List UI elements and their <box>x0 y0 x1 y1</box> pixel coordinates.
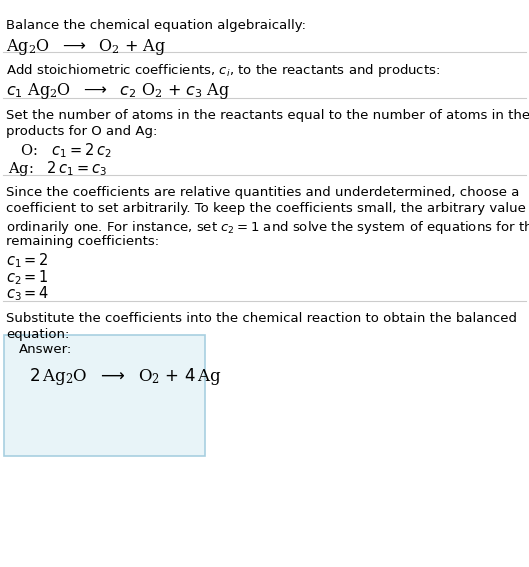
Text: $\mathit{c}_2 = 1$: $\mathit{c}_2 = 1$ <box>6 268 49 287</box>
Text: equation:: equation: <box>6 328 70 341</box>
Text: $2\,\mathregular{Ag_2O}$  $\longrightarrow$  $\mathregular{O_2}$ $+$ $4\,\mathre: $2\,\mathregular{Ag_2O}$ $\longrightarro… <box>29 366 222 387</box>
Text: Add stoichiometric coefficients, $\mathit{c}_i$, to the reactants and products:: Add stoichiometric coefficients, $\mathi… <box>6 62 441 79</box>
Text: Set the number of atoms in the reactants equal to the number of atoms in the: Set the number of atoms in the reactants… <box>6 109 529 122</box>
Text: Balance the chemical equation algebraically:: Balance the chemical equation algebraica… <box>6 19 306 32</box>
Text: coefficient to set arbitrarily. To keep the coefficients small, the arbitrary va: coefficient to set arbitrarily. To keep … <box>6 202 529 215</box>
Text: Since the coefficients are relative quantities and underdetermined, choose a: Since the coefficients are relative quan… <box>6 186 519 199</box>
FancyBboxPatch shape <box>4 335 205 456</box>
Text: Ag:   $2\,\mathit{c}_1 = \mathit{c}_3$: Ag: $2\,\mathit{c}_1 = \mathit{c}_3$ <box>8 159 108 178</box>
Text: $\mathit{c}_1$ $\mathregular{Ag_2O}$  $\longrightarrow$  $\mathit{c}_2$ $\mathre: $\mathit{c}_1$ $\mathregular{Ag_2O}$ $\l… <box>6 81 231 100</box>
Text: products for O and Ag:: products for O and Ag: <box>6 125 158 138</box>
Text: ordinarily one. For instance, set $\mathit{c}_2 = 1$ and solve the system of equ: ordinarily one. For instance, set $\math… <box>6 219 529 236</box>
Text: $\mathit{c}_3 = 4$: $\mathit{c}_3 = 4$ <box>6 285 50 303</box>
Text: O:   $\mathit{c}_1 = 2\,\mathit{c}_2$: O: $\mathit{c}_1 = 2\,\mathit{c}_2$ <box>16 142 112 160</box>
Text: Answer:: Answer: <box>19 343 72 356</box>
Text: remaining coefficients:: remaining coefficients: <box>6 235 159 248</box>
Text: Substitute the coefficients into the chemical reaction to obtain the balanced: Substitute the coefficients into the che… <box>6 312 517 325</box>
Text: $\mathregular{Ag_2O}$  $\longrightarrow$  $\mathregular{O_2}$ $+$ $\mathregular{: $\mathregular{Ag_2O}$ $\longrightarrow$ … <box>6 37 166 57</box>
Text: $\mathit{c}_1 = 2$: $\mathit{c}_1 = 2$ <box>6 252 49 270</box>
